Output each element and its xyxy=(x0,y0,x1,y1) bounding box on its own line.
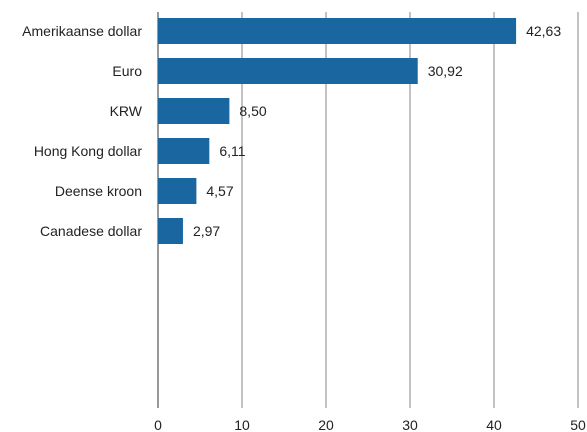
bar xyxy=(158,178,197,204)
x-tick-label: 10 xyxy=(234,417,250,432)
value-label: 2,97 xyxy=(193,223,220,239)
x-tick-label: 40 xyxy=(486,417,502,432)
category-label: Amerikaanse dollar xyxy=(22,23,142,39)
value-label: 4,57 xyxy=(206,183,233,199)
category-label: KRW xyxy=(110,103,143,119)
value-label: 42,63 xyxy=(526,23,561,39)
category-label: Hong Kong dollar xyxy=(34,143,143,159)
bar xyxy=(158,218,183,244)
value-labels: 42,63 30,92 8,50 6,11 4,57 2,97 xyxy=(193,23,561,239)
value-label: 6,11 xyxy=(219,143,245,159)
x-tick-labels: 0 10 20 30 40 50 xyxy=(154,417,586,432)
bar xyxy=(158,138,210,164)
x-tick-label: 0 xyxy=(154,417,162,432)
bar xyxy=(158,98,230,124)
value-label: 30,92 xyxy=(428,63,463,79)
x-tick-label: 50 xyxy=(570,417,586,432)
x-tick-label: 20 xyxy=(318,417,334,432)
x-tick-label: 30 xyxy=(402,417,418,432)
value-label: 8,50 xyxy=(239,103,266,119)
bar xyxy=(158,18,517,44)
category-label: Canadese dollar xyxy=(40,223,142,239)
category-labels: Amerikaanse dollar Euro KRW Hong Kong dolla… xyxy=(22,23,143,239)
category-label: Deense kroon xyxy=(55,183,142,199)
bars xyxy=(158,18,517,244)
category-label: Euro xyxy=(112,63,142,79)
bar xyxy=(158,58,418,84)
